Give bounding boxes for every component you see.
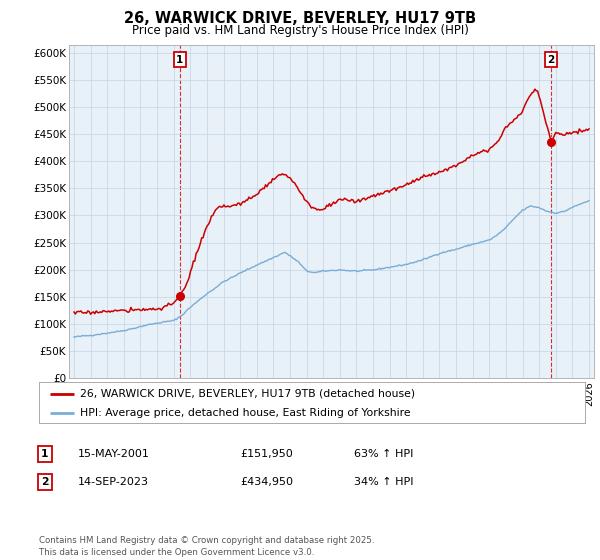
Text: 34% ↑ HPI: 34% ↑ HPI bbox=[354, 477, 413, 487]
Text: 1: 1 bbox=[41, 449, 49, 459]
Text: HPI: Average price, detached house, East Riding of Yorkshire: HPI: Average price, detached house, East… bbox=[80, 408, 410, 418]
Text: 2: 2 bbox=[41, 477, 49, 487]
Text: £151,950: £151,950 bbox=[240, 449, 293, 459]
Text: 1: 1 bbox=[176, 55, 184, 65]
Text: 63% ↑ HPI: 63% ↑ HPI bbox=[354, 449, 413, 459]
Text: 15-MAY-2001: 15-MAY-2001 bbox=[78, 449, 150, 459]
Text: Price paid vs. HM Land Registry's House Price Index (HPI): Price paid vs. HM Land Registry's House … bbox=[131, 24, 469, 36]
Text: 26, WARWICK DRIVE, BEVERLEY, HU17 9TB: 26, WARWICK DRIVE, BEVERLEY, HU17 9TB bbox=[124, 11, 476, 26]
Text: Contains HM Land Registry data © Crown copyright and database right 2025.
This d: Contains HM Land Registry data © Crown c… bbox=[39, 536, 374, 557]
Text: 14-SEP-2023: 14-SEP-2023 bbox=[78, 477, 149, 487]
Text: 2: 2 bbox=[547, 55, 554, 65]
Text: £434,950: £434,950 bbox=[240, 477, 293, 487]
Text: 26, WARWICK DRIVE, BEVERLEY, HU17 9TB (detached house): 26, WARWICK DRIVE, BEVERLEY, HU17 9TB (d… bbox=[80, 389, 415, 399]
